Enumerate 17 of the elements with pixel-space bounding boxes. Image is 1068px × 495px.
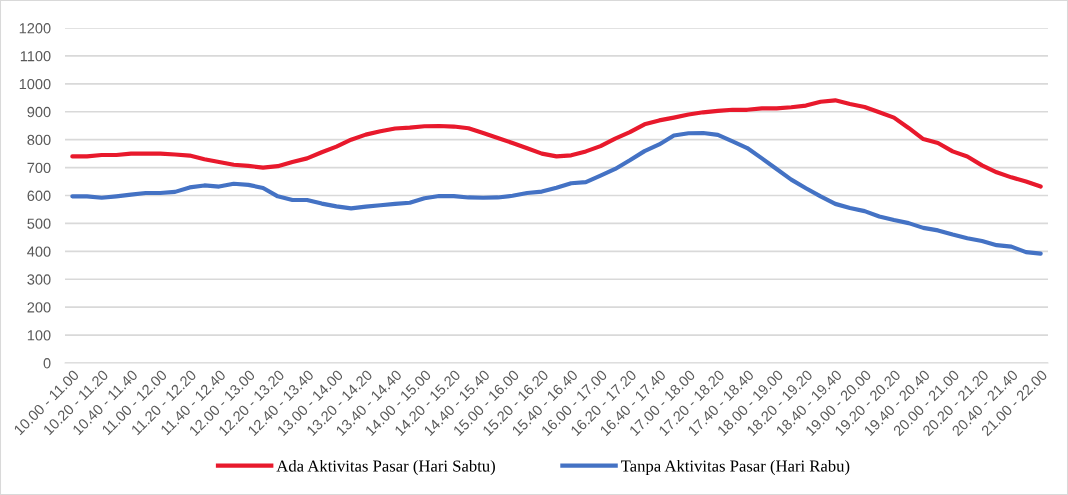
y-tick-label: 400 [27, 246, 51, 257]
y-tick-label: 900 [27, 106, 51, 118]
line-series [70, 98, 1043, 189]
y-tick-label: 0 [43, 358, 51, 369]
y-tick-label: 1200 [19, 23, 51, 34]
y-tick-label: 800 [27, 134, 51, 146]
y-tick-label: 300 [27, 274, 51, 285]
y-tick-label: 600 [27, 190, 51, 201]
y-tick-label: 700 [27, 162, 51, 174]
y-tick-label: 100 [27, 330, 51, 341]
legend-label: Tanpa Aktivitas Pasar (Hari Rabu) [621, 459, 850, 476]
y-tick-label: 500 [27, 218, 51, 229]
y-tick-label: 200 [27, 302, 51, 313]
line-series [70, 130, 1043, 256]
legend-label: Ada Aktivitas Pasar (Hari Sabtu) [276, 459, 495, 476]
y-tick-label: 1000 [19, 78, 51, 90]
y-tick-label: 1100 [20, 51, 51, 62]
